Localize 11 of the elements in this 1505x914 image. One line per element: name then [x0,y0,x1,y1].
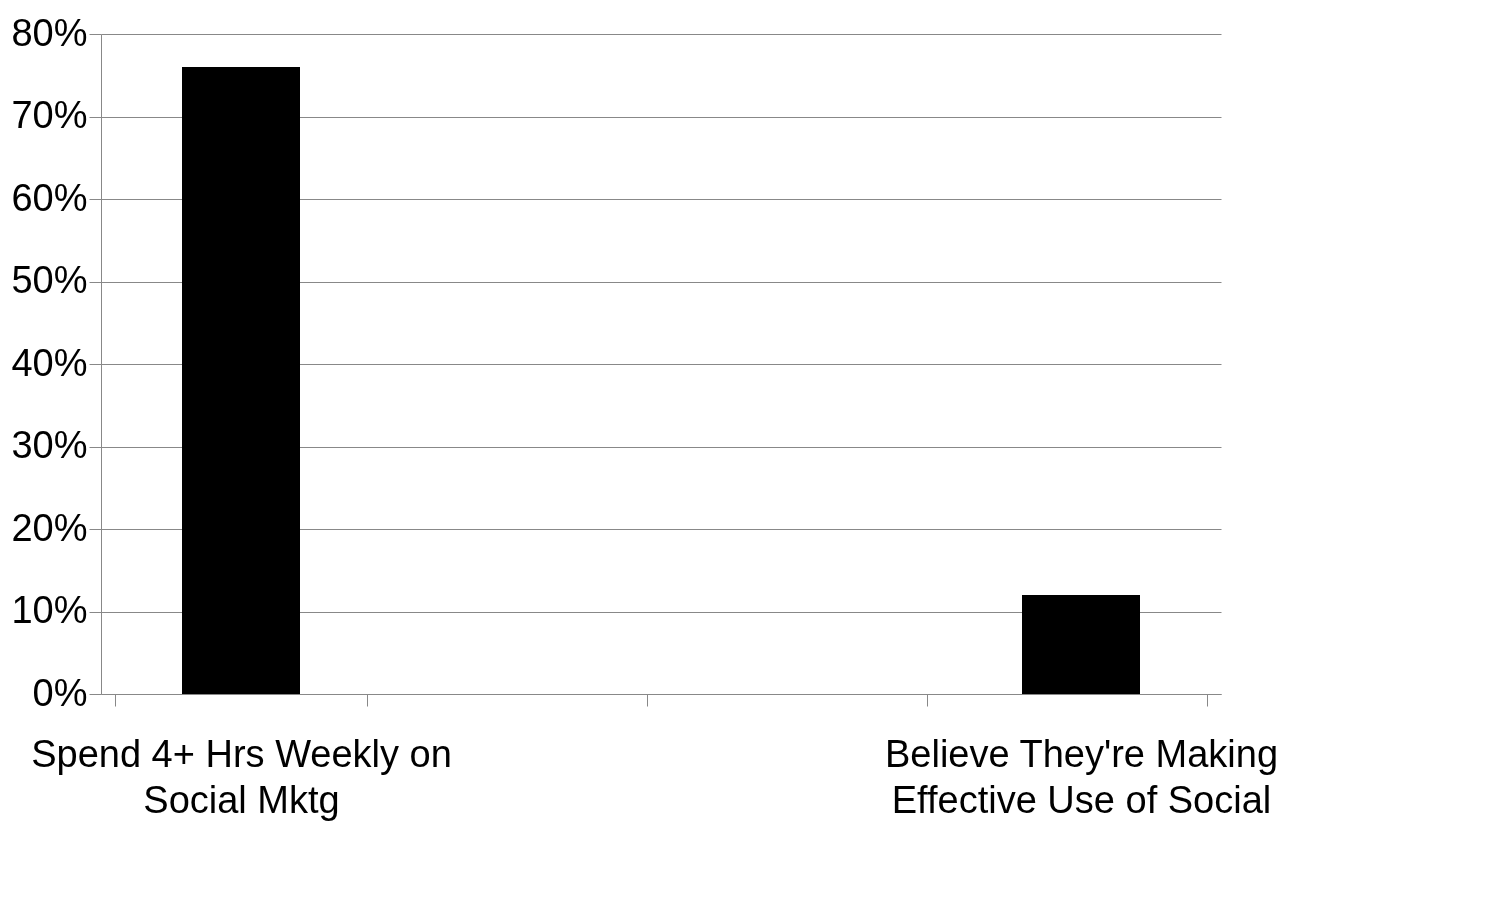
y-tick-label: 50% [11,259,88,301]
y-tick-label: 80% [11,11,88,54]
y-tick-label: 30% [11,424,88,466]
y-tick-label: 20% [11,506,88,549]
x-tick-label: Spend 4+ Hrs Weekly on Social Mktg [31,732,452,821]
x-tick-label: Believe They're Making Effective Use of Social [884,732,1279,821]
y-tick-label: 10% [11,589,88,631]
y-tick-label: 40% [11,341,88,384]
y-tick-label: 60% [11,176,88,219]
y-tick-label: 70% [11,94,88,136]
y-tick-label: 0% [32,671,88,714]
